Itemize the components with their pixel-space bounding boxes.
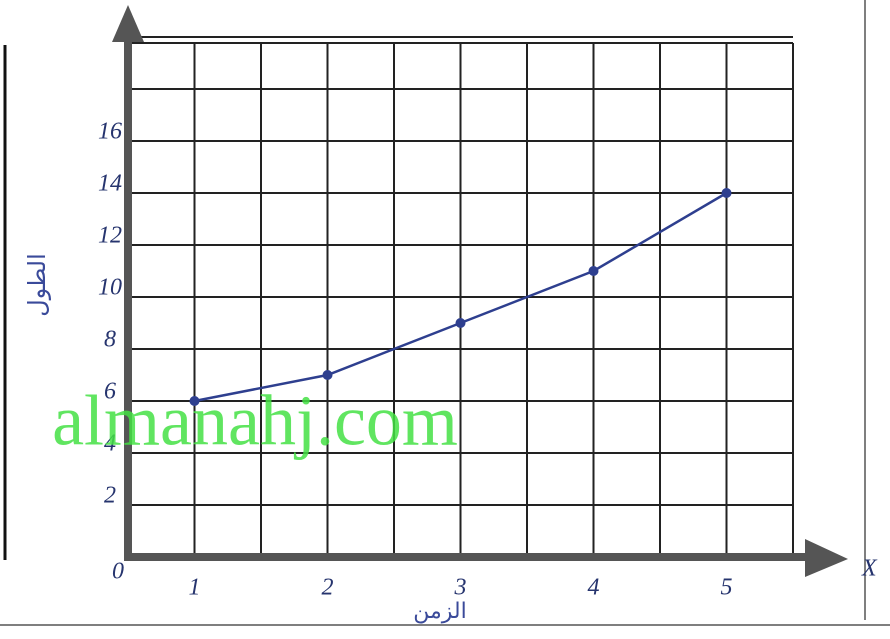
y-tick-label: 8: [104, 327, 116, 353]
x-axis-letter: X: [861, 556, 878, 582]
y-tick-label: 12: [98, 223, 122, 249]
x-tick-label: 3: [454, 575, 467, 601]
y-tick-label: 4: [104, 431, 116, 457]
watermark: almanahj.com: [52, 381, 458, 461]
y-axis-label: الطول: [23, 253, 51, 317]
y-tick-label: 2: [104, 483, 116, 509]
x-tick-label: 4: [588, 575, 600, 601]
data-point: [455, 318, 466, 328]
y-tick-label: 14: [98, 171, 122, 197]
data-point: [322, 370, 333, 380]
y-tick-label: 6: [104, 379, 116, 405]
y-axis-arrow: [112, 5, 144, 42]
data-point: [189, 396, 200, 406]
y-tick-label: 0: [112, 559, 124, 585]
data-point: [721, 188, 732, 198]
x-tick-label: 2: [322, 575, 334, 601]
x-axis-label: الزمن: [413, 599, 467, 624]
y-tick-label: 10: [98, 275, 122, 301]
data-point: [588, 266, 599, 276]
y-tick-label: 16: [98, 119, 122, 145]
x-tick-label: 1: [189, 575, 201, 601]
x-axis-arrow: [805, 539, 848, 577]
x-tick-label: 5: [721, 575, 733, 601]
